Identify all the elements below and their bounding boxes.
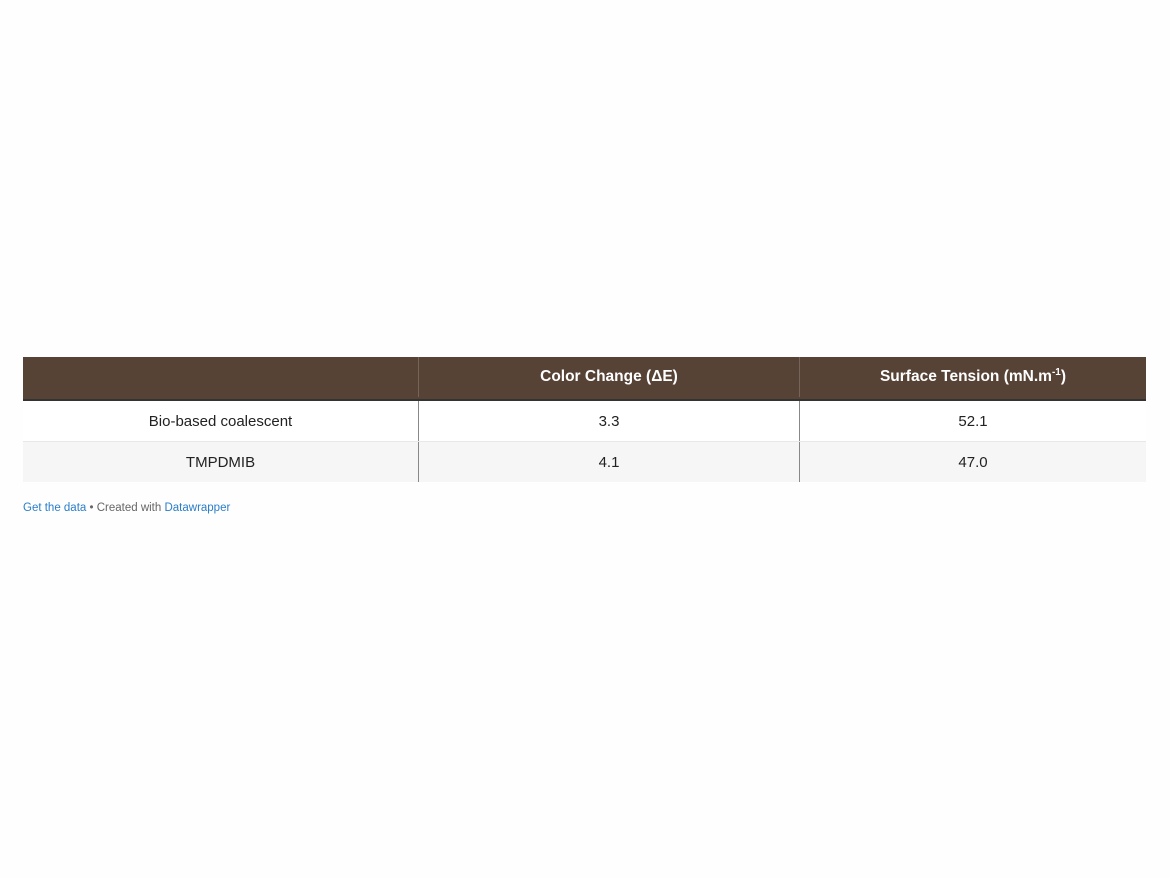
cell-surface-tension: 47.0	[799, 442, 1146, 482]
data-table: Color Change (ΔE) Surface Tension (mN.m-…	[23, 357, 1146, 482]
get-the-data-link[interactable]: Get the data	[23, 502, 87, 514]
header-label-main: Surface Tension (mN.m	[879, 368, 1052, 386]
table-row: TMPDMIB 4.1 47.0	[23, 442, 1146, 482]
header-cell-color-change[interactable]: Color Change (ΔE)	[418, 357, 799, 397]
header-label-end: )	[1060, 368, 1067, 386]
datawrapper-link[interactable]: Datawrapper	[164, 502, 231, 514]
footer-credit-text: • Created with	[86, 502, 165, 514]
cell-surface-tension: 52.1	[799, 401, 1146, 441]
table-header: Color Change (ΔE) Surface Tension (mN.m-…	[23, 357, 1146, 401]
cell-name: Bio-based coalescent	[148, 412, 293, 430]
cell-color-change: 3.3	[418, 401, 799, 441]
header-label: Color Change (ΔE)	[540, 368, 678, 385]
header-cell-name[interactable]	[23, 357, 418, 397]
cell-name: TMPDMIB	[185, 453, 256, 471]
header-cell-surface-tension[interactable]: Surface Tension (mN.m-1)	[799, 357, 1146, 397]
footer: Get the data • Created with Datawrapper	[23, 502, 230, 514]
header-label-sup: -1	[1051, 367, 1061, 379]
header-label: Surface Tension (mN.m-1)	[880, 367, 1066, 386]
cell-color-change: 4.1	[418, 442, 799, 482]
table-row: Bio-based coalescent 3.3 52.1	[23, 401, 1146, 442]
